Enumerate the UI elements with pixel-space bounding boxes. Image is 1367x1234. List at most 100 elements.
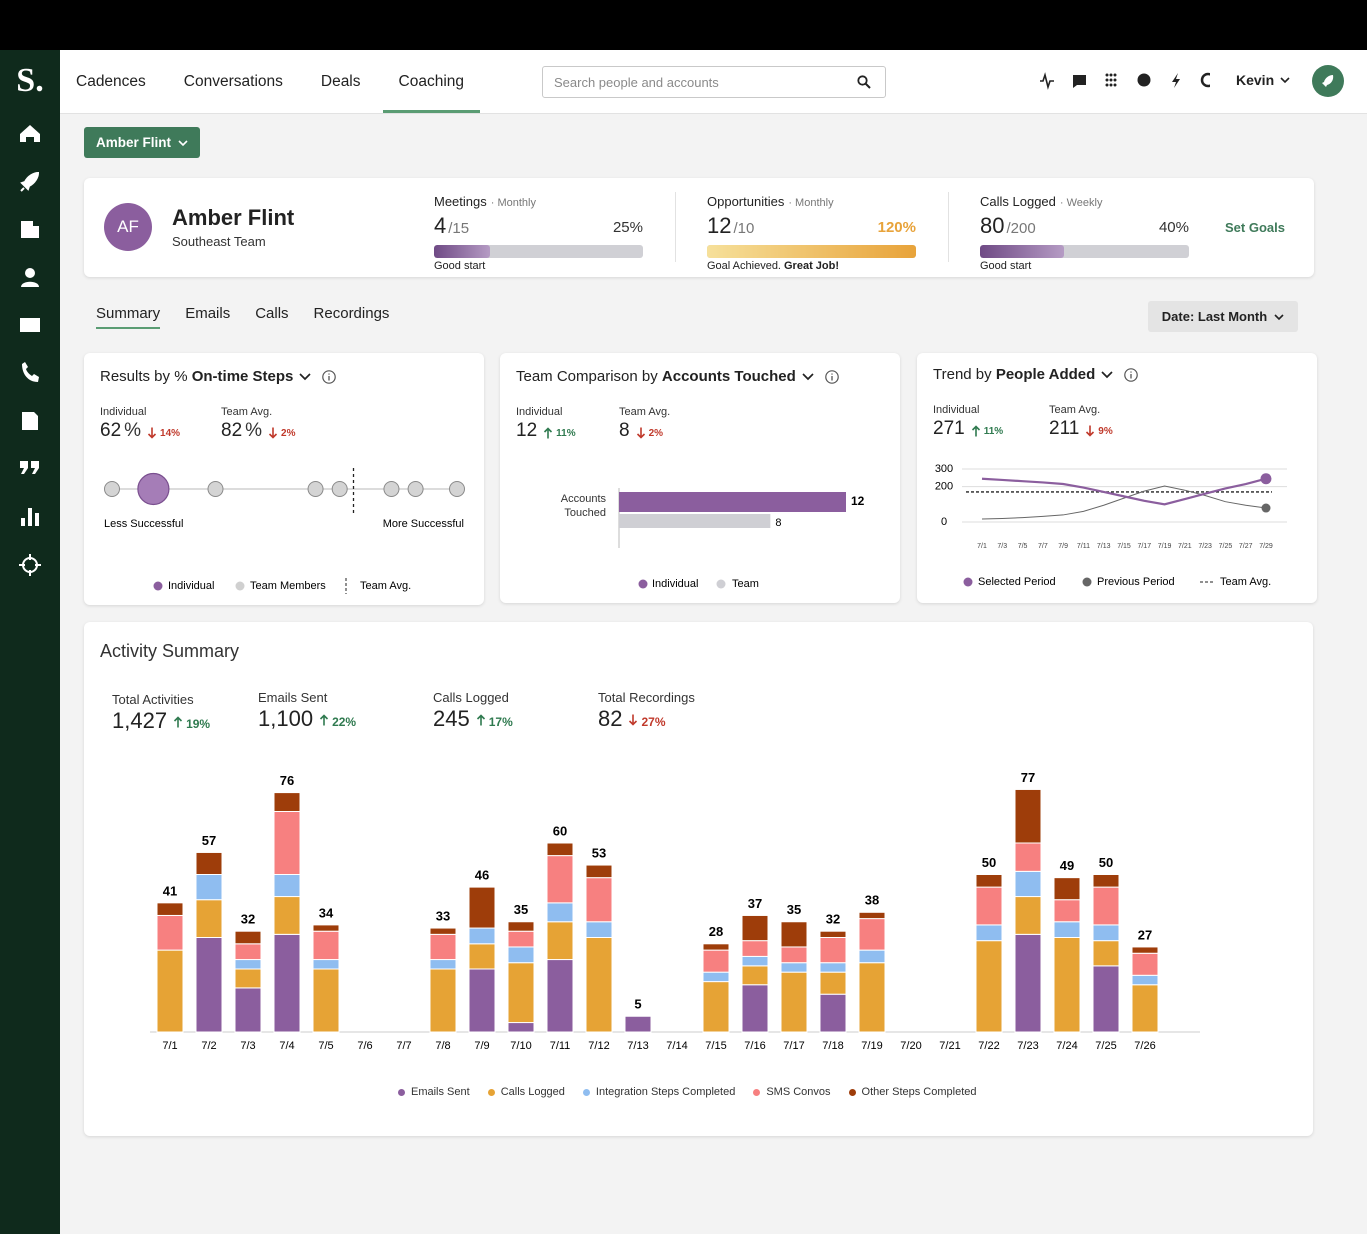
sidebar-icons [19,125,41,576]
goal-fill [980,245,1064,258]
stat-value: 62 [100,419,122,441]
sub-tab[interactable]: Recordings [313,305,390,322]
phone-icon[interactable] [22,362,39,382]
stat-unit: % [124,419,142,441]
goal-target: 10 [737,219,755,237]
stat-label: Calls Logged [433,690,509,706]
apps-icon[interactable] [1105,73,1117,87]
trend-arrow-down [268,427,278,439]
sub-tabs: Summary Emails Calls Recordings [96,305,389,329]
info-icon[interactable] [1123,367,1139,383]
reports-icon[interactable] [21,508,39,526]
info-icon[interactable] [824,369,840,385]
nav-icons [1040,72,1210,90]
goal-note: Goal Achieved. Great Job! [707,260,839,273]
help-icon[interactable] [1137,73,1151,87]
metric-dropdown[interactable] [796,372,824,382]
templates-icon[interactable] [22,412,38,430]
rocket-icon[interactable] [20,171,40,192]
stat-row: 1,100 22% [258,706,356,735]
nav-tab[interactable]: Coaching [382,50,481,113]
goal-note: Good start [434,260,485,273]
trend-arrow-up [173,716,183,728]
home-icon[interactable] [20,125,40,142]
card-title: Results by % On-time Steps [100,368,337,386]
goal-progress-text: 80/200 [980,213,1036,242]
chevron [299,373,311,381]
legend-item: SMS Convos [753,1086,831,1098]
stat-value: 1,100 [258,705,314,731]
arrow-shape [173,716,183,728]
legend-swatch [753,1088,761,1096]
people-icon[interactable] [25,268,35,278]
mail-icon[interactable] [20,318,40,332]
goal-note-text: Good start [980,260,1032,273]
settings-icon[interactable] [1200,72,1210,88]
metric-dropdown[interactable] [1095,370,1123,380]
info-ring [1124,368,1139,382]
bolt-icon[interactable] [1172,73,1180,88]
goal-value: 12 [707,212,732,238]
stat-value: 8 [619,419,630,441]
stat-change: 9% [1098,425,1113,437]
stat-change: 19% [186,716,211,731]
accounts-icon[interactable] [21,221,39,238]
stat-value: 211 [1049,417,1080,439]
stat-change: 17% [488,714,513,729]
goal-target: 200 [1010,219,1036,237]
stat-row: 12 11% [516,420,576,446]
info-icon[interactable] [321,369,337,385]
nav-tab[interactable]: Deals [320,73,361,90]
trend-arrow-down [629,714,638,727]
rep-selector[interactable]: Amber Flint [84,127,200,158]
date-filter[interactable]: Date: Last Month [1148,301,1298,332]
card [500,353,900,603]
stat-value: 12 [516,419,538,441]
chevron [1274,313,1284,320]
nav-tab[interactable]: Conversations [183,73,283,90]
messages-icon[interactable] [1073,75,1086,88]
stat-change: 14% [160,427,181,439]
legend-label: Integration Steps Completed [595,1086,736,1098]
legend-label: Other Steps Completed [861,1086,977,1098]
stat-row: 1,427 19% [112,708,210,737]
legend-swatch [487,1088,495,1096]
card-title-text: Team Comparison by [516,368,662,385]
card-title: Team Comparison by Accounts Touched [516,368,840,386]
legend-item: Calls Logged [487,1086,565,1098]
stat-unit: % [245,419,263,441]
trend-arrow-down [147,427,157,439]
stat-row: 8 2% [619,420,663,446]
goal-label: Meetings · Monthly [434,194,536,212]
nav-tab[interactable]: Cadences [76,73,146,90]
stat-label: Emails Sent [258,690,328,706]
search-box[interactable]: Search people and accounts [542,66,886,98]
logo[interactable]: S. [16,62,44,99]
targets-icon[interactable] [22,557,38,573]
card-title-text: Trend by [933,366,996,383]
sub-tab[interactable]: Summary [96,305,161,329]
activity-icon[interactable] [1040,72,1054,90]
goal-label: Opportunities · Monthly [707,194,834,212]
goal-value: 4 [434,212,447,238]
launch-button[interactable] [1311,64,1345,98]
stat-row: 211 9% [1049,418,1113,444]
stat-label: Team Avg. [221,406,273,419]
divider [675,192,676,262]
user-menu[interactable]: Kevin [1236,72,1290,88]
stat-row: 82 27% [598,706,666,735]
snippets-icon[interactable] [20,461,39,474]
set-goals-link[interactable]: Set Goals [1225,220,1285,235]
metric-dropdown[interactable] [293,372,321,382]
sub-tab[interactable]: Emails [185,305,231,322]
trend-arrow-up [971,424,980,437]
sub-tab[interactable]: Calls [255,305,289,322]
stat-change: 11% [983,425,1004,437]
trend-arrow-up [319,714,329,726]
legend-swatch [582,1088,590,1096]
search-icon [857,75,871,89]
goal-progress-text: 4/15 [434,213,469,242]
stat-value: 82 [221,419,243,441]
arrow-shape [268,427,278,439]
